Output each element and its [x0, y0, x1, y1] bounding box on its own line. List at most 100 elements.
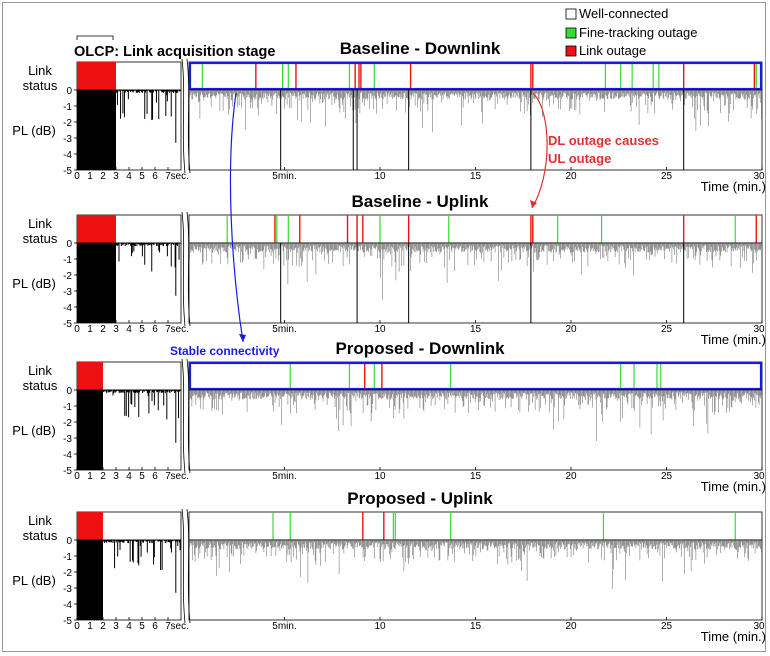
x-tick-label-right: 25 [661, 471, 673, 482]
legend-swatch-fine-tracking [565, 27, 577, 39]
pl-trace-right [189, 243, 762, 300]
status-bar-right [188, 511, 763, 541]
link-label: Link [28, 363, 52, 378]
legend-label-link-outage: Link outage [579, 43, 646, 58]
x-tick-label-right: 15 [470, 171, 482, 182]
highlight-box [188, 61, 763, 91]
y-tick-label: -4 [63, 450, 72, 461]
x-tick-label-right: 30 [753, 324, 765, 335]
axis-break-left [181, 58, 186, 174]
x-tick-label-right: 25 [661, 324, 673, 335]
link-label: Link [28, 216, 52, 231]
x-tick-label-left: 1 [87, 621, 93, 632]
x-tick-label-right: 20 [565, 324, 577, 335]
status-bar-right [188, 361, 763, 391]
x-tick-label-right: 30 [753, 471, 765, 482]
acquisition-block [77, 540, 103, 620]
x-tick-label-right: 25 [661, 621, 673, 632]
y-tick-label: 0 [66, 536, 72, 547]
pl-frame-right [188, 89, 763, 171]
y-tick-label: -2 [63, 271, 72, 282]
x-unit-label: sec. [171, 471, 189, 482]
x-tick-label-left: 2 [100, 621, 106, 632]
acquisition-status [77, 362, 103, 390]
x-tick-label-left: 0 [74, 471, 80, 482]
link-label: Link [28, 63, 52, 78]
x-tick-label-left: 3 [113, 324, 119, 335]
x-axis-label: Time (min.) [701, 332, 766, 347]
annotation-stable: Stable connectivity [170, 92, 280, 358]
y-tick-label: -2 [63, 418, 72, 429]
pl-trace-right [189, 90, 762, 133]
y-tick-label: -3 [63, 287, 72, 298]
x-tick-label-left: 2 [100, 324, 106, 335]
acquisition-block [77, 90, 116, 170]
x-tick-label-left: 5 [139, 471, 145, 482]
y-tick-label: -4 [63, 303, 72, 314]
legend-swatch-well-connected [565, 8, 577, 20]
x-tick-label-right: 5min. [272, 171, 296, 182]
x-tick-label-left: 7 [165, 324, 171, 335]
acquisition-status [77, 62, 116, 90]
pl-frame-right [188, 242, 763, 324]
pl-frame-right [188, 539, 763, 621]
link-label: Link [28, 513, 52, 528]
x-tick-label-left: 3 [113, 471, 119, 482]
x-tick-label-right: 20 [565, 621, 577, 632]
x-tick-label-left: 6 [152, 324, 158, 335]
acquisition-status [77, 512, 103, 540]
y-tick-label: -5 [63, 319, 72, 330]
y-tick-label: 0 [66, 86, 72, 97]
x-tick-label-left: 1 [87, 171, 93, 182]
pl-trace-right [189, 390, 762, 441]
panel-title: Proposed - Downlink [335, 339, 505, 358]
x-tick-label-left: 4 [126, 171, 132, 182]
x-tick-label-left: 3 [113, 621, 119, 632]
olcp-annotation: OLCP: Link acquisition stage [74, 35, 275, 60]
x-tick-label-left: 3 [113, 171, 119, 182]
legend-swatch-link-outage [565, 45, 577, 57]
x-tick-label-left: 5 [139, 621, 145, 632]
x-tick-label-right: 5min. [272, 471, 296, 482]
dl-to-ul-arrow [531, 92, 548, 209]
y-tick-label: -4 [63, 150, 72, 161]
x-tick-label-left: 0 [74, 324, 80, 335]
x-tick-label-left: 5 [139, 324, 145, 335]
annotation-dl-causes-ul: DL outage causes UL outage [530, 92, 659, 209]
status-bar-right [188, 61, 763, 91]
axis-break-right [186, 58, 191, 174]
stable-arrow [229, 92, 244, 343]
x-tick-label-left: 6 [152, 171, 158, 182]
x-tick-label-left: 4 [126, 324, 132, 335]
x-axis-label: Time (min.) [701, 479, 766, 494]
x-axis-label: Time (min.) [701, 179, 766, 194]
x-tick-label-right: 10 [374, 171, 386, 182]
axis-break-right [186, 211, 191, 327]
axis-break-left [181, 508, 186, 624]
x-tick-label-left: 0 [74, 171, 80, 182]
acquisition-block [77, 390, 103, 470]
x-axis-label: Time (min.) [701, 629, 766, 644]
x-tick-label-right: 10 [374, 471, 386, 482]
status-label: status [23, 231, 58, 246]
x-tick-label-left: 1 [87, 471, 93, 482]
x-tick-label-left: 6 [152, 471, 158, 482]
axis-break-right [186, 508, 191, 624]
x-tick-label-right: 15 [470, 621, 482, 632]
x-tick-label-right: 20 [565, 171, 577, 182]
legend-label-well-connected: Well-connected [579, 6, 668, 21]
x-tick-label-left: 1 [87, 324, 93, 335]
dl-outage-label-line2: UL outage [548, 151, 611, 166]
y-tick-label: -1 [63, 402, 72, 413]
x-tick-label-left: 4 [126, 621, 132, 632]
stable-arrowhead [239, 334, 246, 342]
y-tick-label: -5 [63, 466, 72, 477]
pl-axis-label: PL (dB) [12, 276, 56, 291]
x-tick-label-right: 5min. [272, 621, 296, 632]
olcp-bracket [76, 35, 114, 40]
x-tick-label-right: 25 [661, 171, 673, 182]
